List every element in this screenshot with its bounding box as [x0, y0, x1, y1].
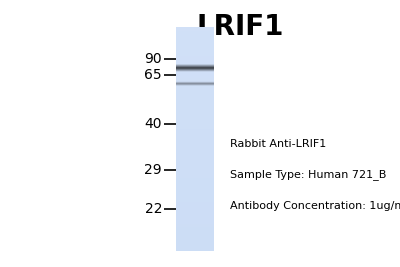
Text: Rabbit Anti-LRIF1: Rabbit Anti-LRIF1 [230, 139, 326, 149]
Text: 40: 40 [144, 117, 162, 131]
Text: LRIF1: LRIF1 [196, 13, 284, 41]
Text: 22: 22 [144, 202, 162, 217]
Text: 90: 90 [144, 52, 162, 66]
Text: Sample Type: Human 721_B: Sample Type: Human 721_B [230, 170, 386, 180]
Text: Antibody Concentration: 1ug/mL: Antibody Concentration: 1ug/mL [230, 201, 400, 211]
Text: 29: 29 [144, 163, 162, 177]
Text: 65: 65 [144, 68, 162, 82]
